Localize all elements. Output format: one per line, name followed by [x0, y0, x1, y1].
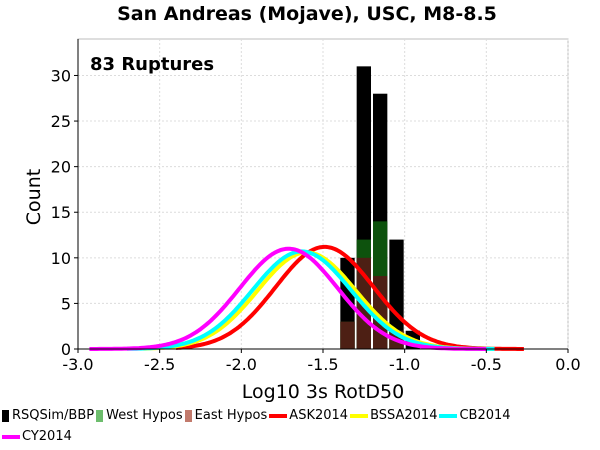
- x-tick-label: -1.5: [307, 355, 338, 374]
- x-tick-label: -0.5: [471, 355, 502, 374]
- axes: -3.0 -2.5 -2.0 -1.5 -1.0 -0.5 0.0 0 5 10 15 20 25 30: [51, 39, 581, 374]
- y-tick-label: 15: [51, 203, 71, 222]
- legend-label-cy2014: CY2014: [22, 429, 72, 444]
- legend-label-rsqsim: RSQSim/BBP: [12, 408, 95, 423]
- gmpe-curves: [89, 244, 524, 351]
- legend-item-east-hypos: East Hypos: [184, 408, 268, 423]
- x-axis-label: Log10 3s RotD50: [242, 381, 404, 403]
- legend-label-cb2014: CB2014: [459, 408, 511, 423]
- y-tick-label: 20: [51, 158, 71, 177]
- legend-label-bssa2014: BSSA2014: [370, 408, 438, 423]
- legend-label-east-hypos: East Hypos: [194, 408, 268, 423]
- legend-item-rsqsim: RSQSim/BBP: [2, 408, 94, 423]
- legend-item-west-hypos: West Hypos: [96, 408, 183, 423]
- y-tick-label: 0: [61, 340, 71, 359]
- x-tick-label: 0.0: [555, 355, 580, 374]
- x-tick-label: -1.0: [389, 355, 420, 374]
- x-tick-label: -2.5: [144, 355, 175, 374]
- cy2014-curve: [89, 246, 487, 351]
- legend-swatch-bssa2014: [350, 413, 369, 418]
- legend-swatch-cb2014: [439, 413, 458, 418]
- legend-swatch-east-hypos: [184, 409, 192, 422]
- x-tick-label: -2.0: [226, 355, 257, 374]
- legend-swatch-rsqsim: [2, 409, 9, 422]
- ruptures-annotation: 83 Ruptures: [90, 54, 214, 75]
- x-tick-label: -3.0: [62, 355, 93, 374]
- rsqsim-bar: [389, 239, 404, 349]
- legend-item-cb2014: CB2014: [439, 408, 511, 423]
- y-tick-label: 5: [61, 294, 71, 313]
- y-tick-label: 25: [51, 112, 71, 131]
- plot-area: [77, 38, 569, 350]
- histogram-chart: San Andreas (Mojave), USC, M8-8.5 -3.0 -2…: [23, 3, 581, 403]
- legend-swatch-ask2014: [269, 413, 288, 418]
- legend-item-ask2014: ASK2014: [269, 408, 348, 423]
- y-tick-label: 30: [51, 66, 71, 85]
- legend-swatch-west-hypos: [96, 409, 104, 422]
- legend-swatch-cy2014: [2, 434, 20, 439]
- chart-legend: RSQSim/BBP West Hypos East Hypos ASK2014…: [2, 405, 598, 447]
- legend-item-bssa2014: BSSA2014: [350, 408, 437, 423]
- legend-label-west-hypos: West Hypos: [106, 408, 183, 423]
- legend-label-ask2014: ASK2014: [289, 408, 349, 423]
- legend-row-2: CY2014: [2, 426, 598, 447]
- legend-item-cy2014: CY2014: [2, 429, 72, 444]
- y-axis-label: Count: [23, 169, 45, 225]
- y-tick-label: 10: [51, 249, 71, 268]
- east-hypos-bar: [340, 321, 355, 349]
- legend-row-1: RSQSim/BBP West Hypos East Hypos ASK2014…: [2, 405, 598, 426]
- chart-title: San Andreas (Mojave), USC, M8-8.5: [117, 3, 497, 25]
